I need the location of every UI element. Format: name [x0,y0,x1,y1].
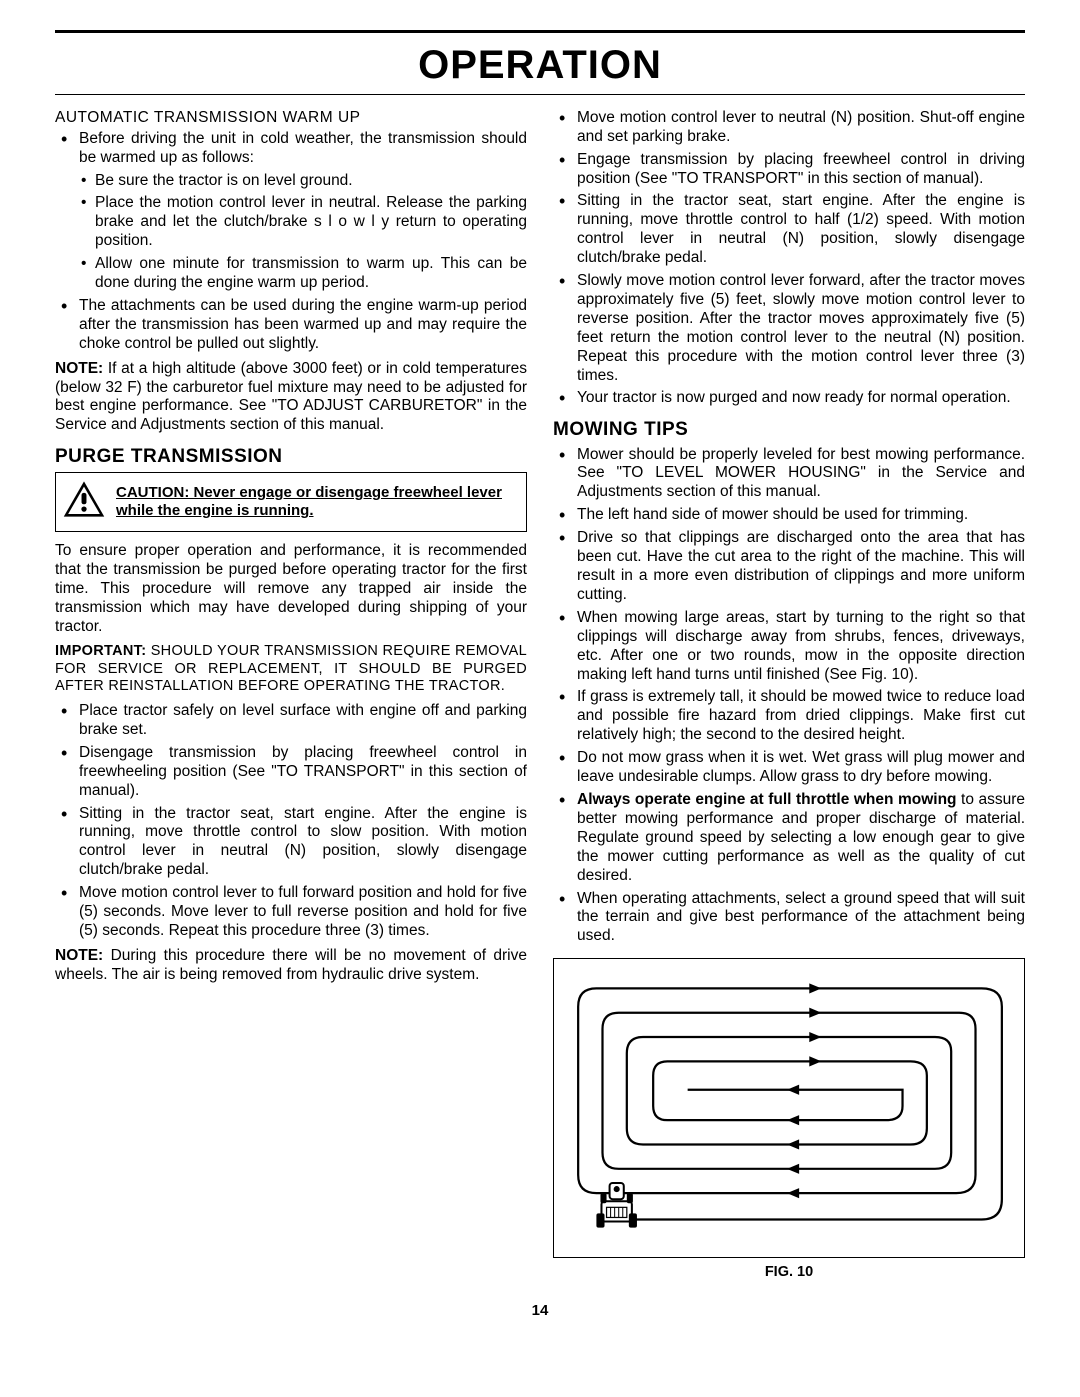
list-item: The attachments can be used during the e… [55,297,527,354]
top-rule [55,30,1025,33]
auto-trans-heading: AUTOMATIC TRANSMISSION WARM UP [55,109,527,128]
content-columns: AUTOMATIC TRANSMISSION WARM UP Before dr… [55,109,1025,1282]
list-item: Sitting in the tractor seat, start engin… [55,805,527,881]
list-item: Do not mow grass when it is wet. Wet gra… [553,749,1025,787]
warning-icon [62,479,106,525]
figure-caption: FIG. 10 [553,1264,1025,1282]
warmup-sublist: Be sure the tractor is on level ground. … [79,172,527,293]
note-drive-wheels: NOTE: During this procedure there will b… [55,947,527,985]
list-item: Place the motion control lever in neutra… [79,194,527,251]
list-item: Sitting in the tractor seat, start engin… [553,192,1025,268]
right-column: Move motion control lever to neutral (N)… [553,109,1025,1282]
caution-text: CAUTION: Never engage or disengage freew… [116,484,518,521]
purge-heading: PURGE TRANSMISSION [55,445,527,468]
note-text: If at a high altitude (above 3000 feet) … [55,360,527,434]
list-item: Be sure the tractor is on level ground. [79,172,527,191]
list-item: Allow one minute for transmission to war… [79,255,527,293]
list-item: When mowing large areas, start by turnin… [553,609,1025,685]
list-text: Before driving the unit in cold weather,… [79,130,527,166]
list-item: Mower should be properly leveled for bes… [553,446,1025,503]
note-label: NOTE: [55,947,103,964]
throttle-bold: Always operate engine at full throttle w… [577,791,957,808]
left-column: AUTOMATIC TRANSMISSION WARM UP Before dr… [55,109,527,1282]
title-underline [55,94,1025,95]
note-label: NOTE: [55,360,103,377]
mowing-pattern-diagram [566,971,1012,1245]
purge-steps-cont: Move motion control lever to neutral (N)… [553,109,1025,409]
list-item: The left hand side of mower should be us… [553,506,1025,525]
list-item: When operating attachments, select a gro… [553,890,1025,947]
mowing-heading: MOWING TIPS [553,418,1025,441]
list-item: Slowly move motion control lever forward… [553,272,1025,385]
page-number: 14 [55,1302,1025,1320]
page-title: OPERATION [55,41,1025,90]
note-altitude: NOTE: If at a high altitude (above 3000 … [55,360,527,436]
list-item: Engage transmission by placing freewheel… [553,151,1025,189]
list-item: Place tractor safely on level surface wi… [55,702,527,740]
warmup-list: Before driving the unit in cold weather,… [55,130,527,354]
important-label: IMPORTANT: [55,643,146,659]
list-item: Disengage transmission by placing freewh… [55,744,527,801]
purge-steps: Place tractor safely on level surface wi… [55,702,527,941]
list-item: Move motion control lever to neutral (N)… [553,109,1025,147]
list-item: Before driving the unit in cold weather,… [55,130,527,293]
note-text: During this procedure there will be no m… [55,947,527,983]
list-item: Move motion control lever to full forwar… [55,884,527,941]
list-item: Your tractor is now purged and now ready… [553,389,1025,408]
caution-box: CAUTION: Never engage or disengage freew… [55,472,527,532]
mowing-tips-list: Mower should be properly leveled for bes… [553,446,1025,947]
purge-intro: To ensure proper operation and performan… [55,542,527,637]
list-item: If grass is extremely tall, it should be… [553,688,1025,745]
important-note: IMPORTANT: SHOULD YOUR TRANSMISSION REQU… [55,643,527,696]
list-item: Drive so that clippings are discharged o… [553,529,1025,605]
list-item: Always operate engine at full throttle w… [553,791,1025,886]
figure-10-box [553,958,1025,1258]
